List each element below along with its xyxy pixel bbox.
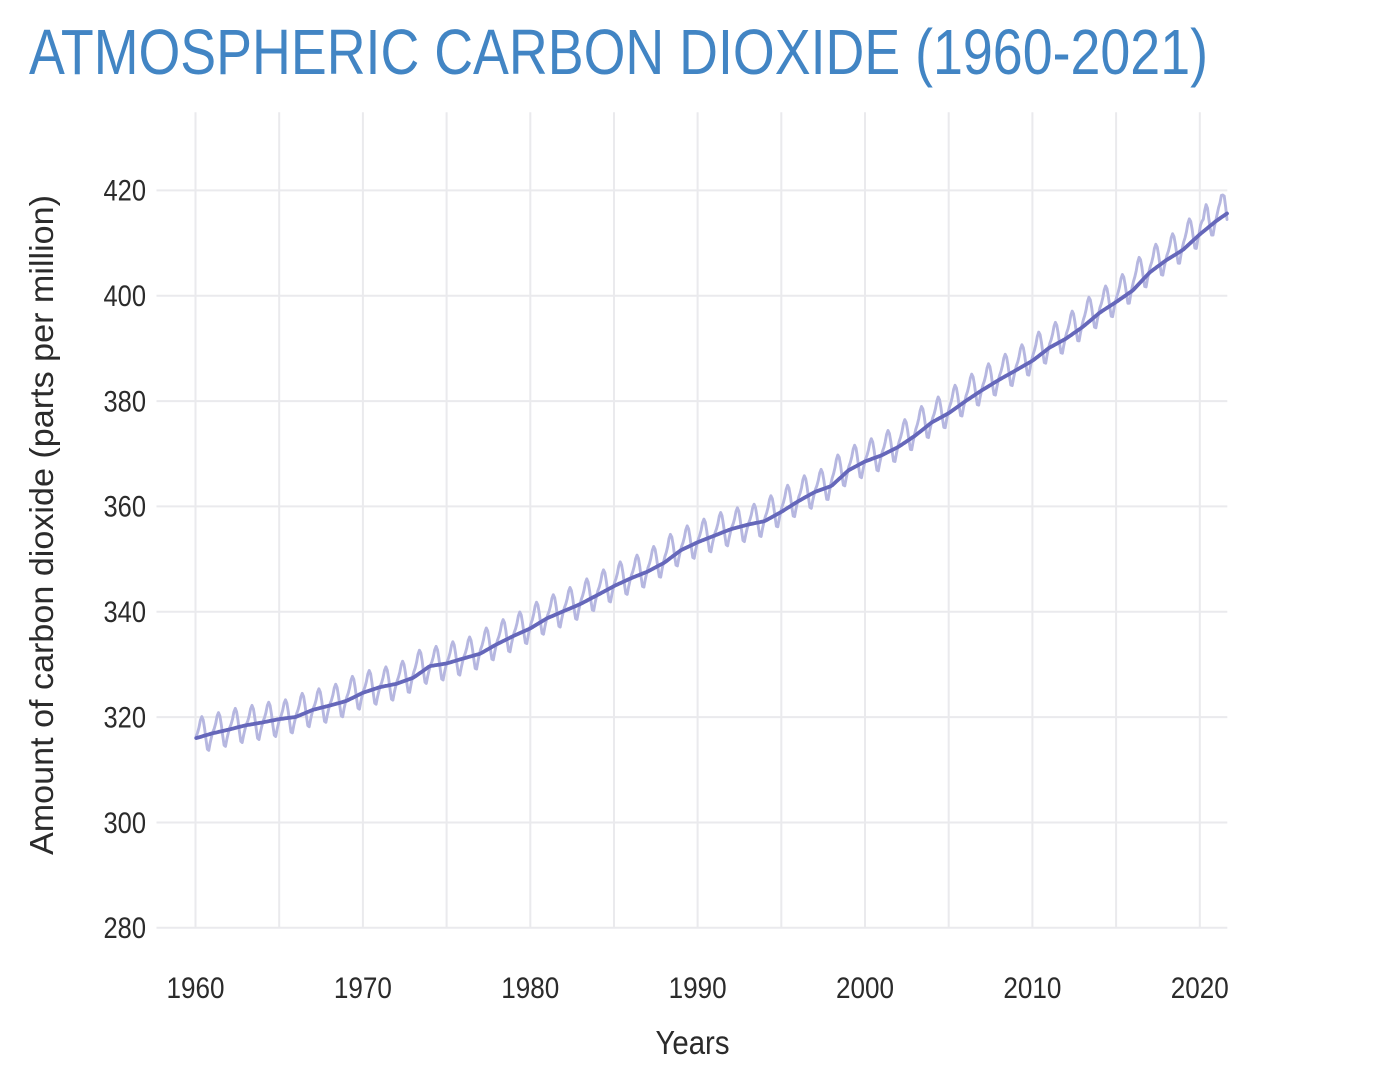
- svg-text:2020: 2020: [1171, 972, 1229, 1005]
- svg-text:1960: 1960: [167, 972, 225, 1005]
- svg-text:2010: 2010: [1003, 972, 1061, 1005]
- svg-text:380: 380: [104, 385, 147, 418]
- svg-text:Years: Years: [656, 1024, 730, 1061]
- svg-text:2000: 2000: [836, 972, 894, 1005]
- svg-text:400: 400: [104, 280, 147, 313]
- svg-text:320: 320: [104, 701, 147, 734]
- svg-text:280: 280: [104, 912, 147, 945]
- svg-text:1980: 1980: [501, 972, 559, 1005]
- svg-text:340: 340: [104, 596, 147, 629]
- svg-text:360: 360: [104, 491, 147, 524]
- svg-text:420: 420: [104, 175, 147, 208]
- svg-text:300: 300: [104, 807, 147, 840]
- svg-text:1970: 1970: [334, 972, 392, 1005]
- svg-text:1990: 1990: [669, 972, 727, 1005]
- svg-text:Amount of carbon dioxide (part: Amount of carbon dioxide (parts per mill…: [23, 195, 60, 855]
- svg-text:ATMOSPHERIC CARBON DIOXIDE (19: ATMOSPHERIC CARBON DIOXIDE (1960-2021): [29, 16, 1208, 88]
